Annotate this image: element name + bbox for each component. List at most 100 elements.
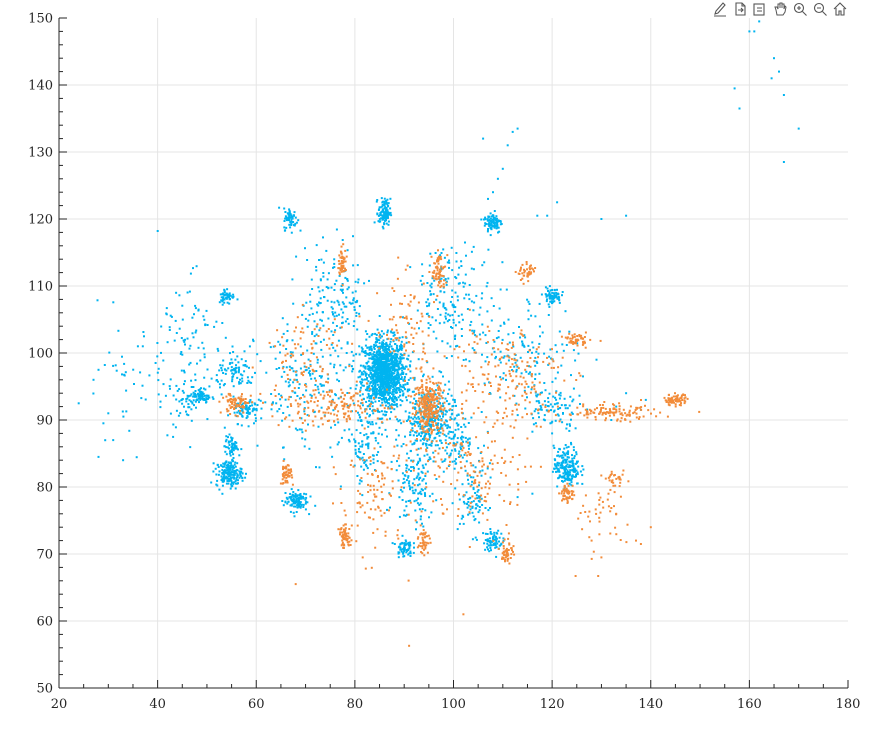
data-point xyxy=(497,226,500,229)
data-point xyxy=(442,415,444,418)
data-point xyxy=(404,383,407,386)
data-point xyxy=(429,419,432,422)
data-point xyxy=(382,378,385,381)
datatip-icon[interactable] xyxy=(751,0,769,18)
data-point xyxy=(674,392,676,395)
data-point xyxy=(515,402,518,405)
data-point xyxy=(234,397,237,400)
data-point xyxy=(344,269,347,271)
data-point xyxy=(493,340,496,343)
data-point xyxy=(550,421,553,424)
data-point xyxy=(414,509,417,512)
data-point xyxy=(538,372,541,375)
data-point xyxy=(443,407,446,410)
home-icon[interactable] xyxy=(831,0,849,18)
export-icon[interactable] xyxy=(731,0,749,18)
data-point xyxy=(418,408,421,411)
data-point xyxy=(495,537,498,540)
data-point xyxy=(425,410,427,413)
data-point xyxy=(329,362,332,365)
data-point xyxy=(443,266,445,269)
data-point xyxy=(483,224,486,227)
data-point xyxy=(377,214,380,217)
data-point xyxy=(401,347,404,350)
pan-hand-icon[interactable] xyxy=(771,0,789,18)
data-point xyxy=(383,355,386,358)
data-point xyxy=(228,452,231,455)
data-point xyxy=(399,353,402,356)
data-point xyxy=(435,415,438,418)
data-point xyxy=(354,452,357,455)
data-point xyxy=(415,402,418,405)
data-point xyxy=(584,408,587,411)
data-point xyxy=(219,411,222,414)
data-point xyxy=(499,324,502,327)
data-point xyxy=(316,303,319,306)
data-point xyxy=(357,278,360,281)
data-point xyxy=(351,291,354,294)
data-point xyxy=(353,438,356,441)
data-point xyxy=(226,480,229,482)
data-point xyxy=(418,327,420,330)
data-point xyxy=(403,545,406,548)
data-point xyxy=(383,398,386,401)
data-point xyxy=(390,353,392,356)
data-point xyxy=(413,467,415,470)
data-point xyxy=(440,266,443,269)
data-point xyxy=(488,215,491,218)
data-point xyxy=(453,418,456,421)
data-point xyxy=(570,411,573,414)
data-point xyxy=(409,434,412,437)
data-point xyxy=(477,495,480,498)
data-point xyxy=(414,424,416,427)
data-point xyxy=(461,445,464,448)
data-point xyxy=(243,350,246,353)
data-point xyxy=(395,396,398,399)
data-point xyxy=(291,494,294,497)
data-point xyxy=(424,463,427,466)
data-point xyxy=(570,441,572,444)
data-point xyxy=(303,401,306,404)
data-point xyxy=(225,408,228,411)
data-point xyxy=(337,441,340,444)
data-point xyxy=(431,375,434,378)
data-point xyxy=(380,362,383,365)
data-point xyxy=(375,422,378,425)
data-point xyxy=(546,294,549,297)
data-point xyxy=(407,482,410,485)
data-point xyxy=(376,378,379,380)
data-point xyxy=(375,360,378,363)
data-point xyxy=(381,361,384,364)
data-point xyxy=(396,369,399,372)
data-point xyxy=(342,243,345,246)
data-point xyxy=(352,354,355,357)
data-point xyxy=(485,342,488,344)
data-point xyxy=(288,212,291,215)
data-point xyxy=(446,254,449,257)
data-point xyxy=(293,505,296,508)
data-point xyxy=(402,392,405,395)
data-point xyxy=(429,443,432,446)
data-point xyxy=(231,345,234,348)
data-point xyxy=(566,407,569,410)
data-point xyxy=(549,289,552,292)
data-point xyxy=(399,404,402,407)
data-point xyxy=(527,351,529,353)
data-point xyxy=(156,230,159,232)
data-point xyxy=(402,366,404,369)
data-point xyxy=(565,344,568,346)
data-point xyxy=(567,445,570,448)
zoom-out-icon[interactable] xyxy=(811,0,829,18)
data-point xyxy=(568,332,571,335)
zoom-in-icon[interactable] xyxy=(791,0,809,18)
data-point xyxy=(472,309,475,312)
data-point xyxy=(619,413,622,416)
data-point xyxy=(488,462,491,465)
brush-icon[interactable] xyxy=(711,0,729,18)
data-point xyxy=(497,231,499,234)
data-point xyxy=(486,230,489,233)
data-point xyxy=(425,420,428,423)
data-point xyxy=(491,215,494,218)
data-point xyxy=(212,397,215,400)
data-point xyxy=(338,273,341,276)
